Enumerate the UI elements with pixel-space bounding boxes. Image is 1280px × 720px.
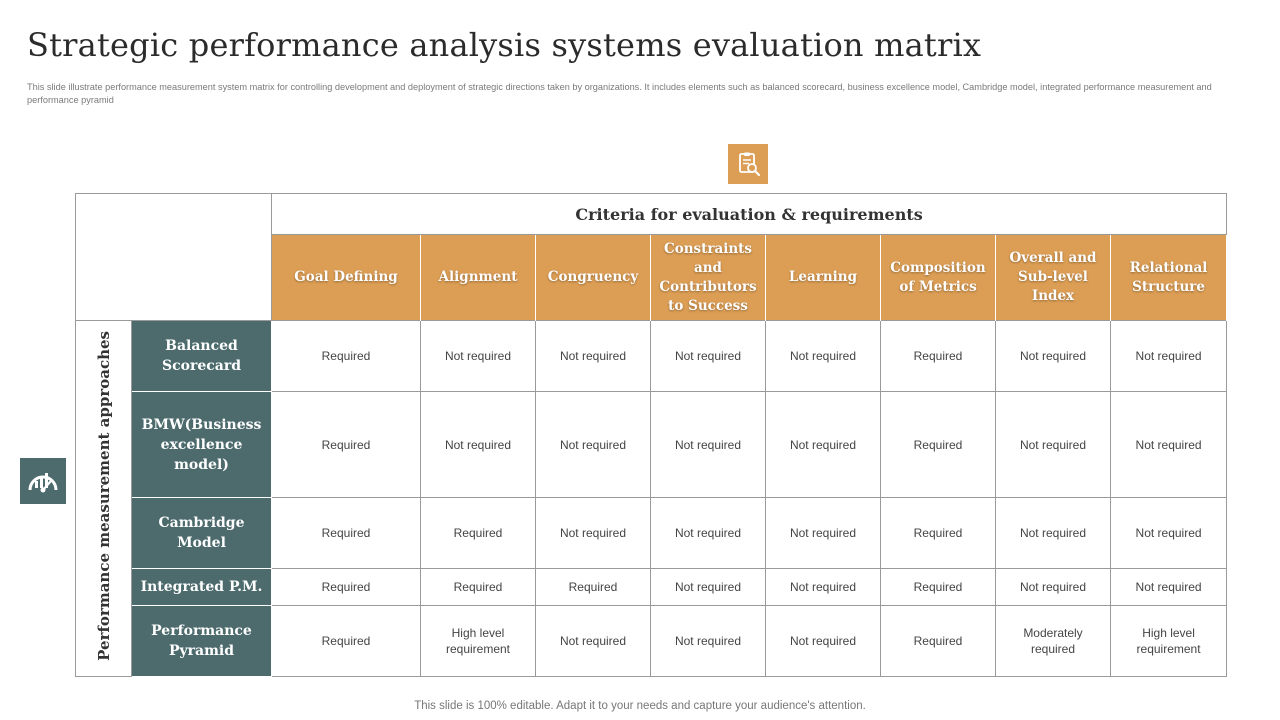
table-cell: Required — [271, 604, 421, 678]
column-header-index: Overall and Sub-level Index — [995, 234, 1111, 321]
table-row: Cambridge Model Required Required Not re… — [76, 497, 1228, 570]
table-cell: Not required — [650, 604, 766, 678]
table-cell: Required — [420, 568, 536, 606]
table-cell: Not required — [765, 568, 881, 606]
table-cell: Not required — [765, 604, 881, 678]
table-cell: Not required — [995, 568, 1111, 606]
row-header: BMW(Business excellence model) — [131, 391, 272, 499]
table-cell: Not required — [765, 391, 881, 499]
table-row: Integrated P.M. Required Required Requir… — [76, 568, 1228, 606]
evaluation-matrix: Criteria for evaluation & requirements G… — [75, 193, 1228, 678]
column-header-relational: Relational Structure — [1109, 234, 1228, 321]
column-header-composition: Composition of Metrics — [880, 234, 996, 321]
row-header: Performance Pyramid — [131, 604, 272, 678]
table-cell: Required — [535, 568, 651, 606]
table-cell: Required — [880, 568, 996, 606]
column-header-goal-defining: Goal Defining — [271, 234, 421, 321]
row-header: Cambridge Model — [131, 497, 272, 570]
table-cell: Not required — [650, 391, 766, 499]
table-cell: Not required — [650, 497, 766, 570]
column-header-learning: Learning — [765, 234, 881, 321]
table-cell: Required — [880, 604, 996, 678]
approaches-label: Performance measurement approaches — [94, 331, 113, 661]
column-header-alignment: Alignment — [420, 234, 536, 321]
footer-note: This slide is 100% editable. Adapt it to… — [414, 700, 866, 712]
table-cell: Required — [271, 497, 421, 570]
table-cell: Not required — [535, 391, 651, 499]
table-cell: Not required — [650, 319, 766, 393]
table-cell: Not required — [650, 568, 766, 606]
table-cell: Not required — [995, 391, 1111, 499]
table-cell: Required — [420, 497, 536, 570]
table-cell: High level requirement — [1109, 604, 1228, 678]
criteria-header: Criteria for evaluation & requirements — [270, 193, 1228, 235]
table-cell: Not required — [535, 604, 651, 678]
table-cell: Not required — [535, 319, 651, 393]
gauge-icon — [20, 458, 66, 504]
matrix-corner — [75, 193, 272, 321]
table-cell: Not required — [995, 319, 1111, 393]
row-header: Integrated P.M. — [131, 568, 272, 606]
table-cell: Not required — [1109, 568, 1228, 606]
table-cell: Required — [880, 391, 996, 499]
approaches-label-cell: Performance measurement approaches — [75, 320, 132, 677]
table-cell: Not required — [995, 497, 1111, 570]
clipboard-search-icon — [728, 144, 768, 184]
table-cell: Not required — [420, 391, 536, 499]
column-header-congruency: Congruency — [535, 234, 651, 321]
table-cell: Required — [271, 319, 421, 393]
table-cell: Moderately required — [995, 604, 1111, 678]
row-header: Balanced Scorecard — [131, 319, 272, 393]
table-cell: Not required — [535, 497, 651, 570]
table-cell: Not required — [420, 319, 536, 393]
table-row: Performance measurement approaches Balan… — [75, 319, 1228, 677]
table-cell: Required — [880, 497, 996, 570]
table-cell: Required — [271, 391, 421, 499]
table-cell: Not required — [765, 319, 881, 393]
table-cell: Required — [271, 568, 421, 606]
column-header-constraints: Constraints and Contributors to Success — [650, 234, 766, 321]
table-cell: Not required — [1109, 497, 1228, 570]
table-cell: Not required — [1109, 391, 1228, 499]
page-title: Strategic performance analysis systems e… — [27, 26, 982, 64]
table-cell: Not required — [1109, 319, 1228, 393]
table-row: BMW(Business excellence model) Required … — [76, 391, 1228, 499]
table-cell: Required — [880, 319, 996, 393]
table-cell: High level requirement — [420, 604, 536, 678]
table-row: Performance Pyramid Required High level … — [76, 604, 1228, 678]
table-cell: Not required — [765, 497, 881, 570]
page-description: This slide illustrate performance measur… — [27, 82, 1212, 105]
